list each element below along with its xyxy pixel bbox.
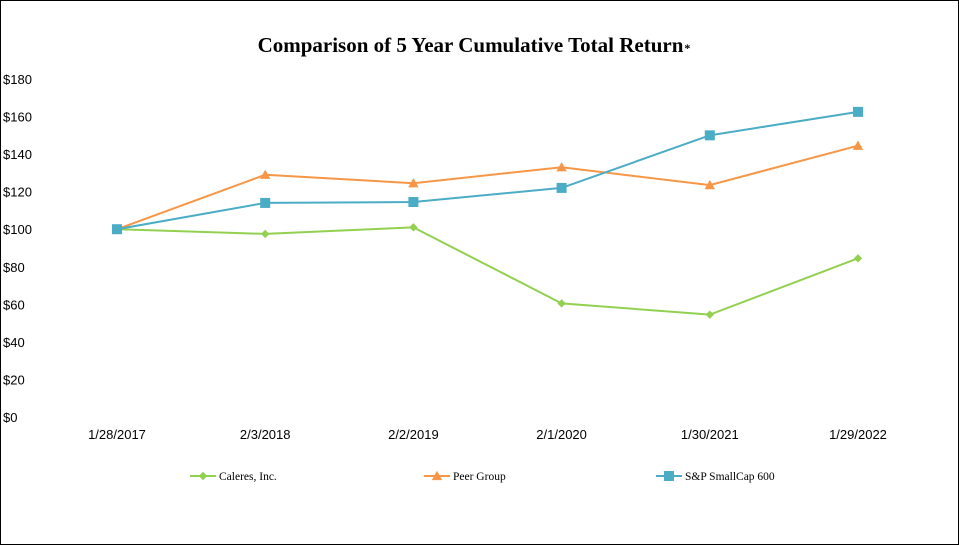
y-tick-label: $0	[3, 410, 17, 425]
diamond-marker	[705, 310, 714, 319]
x-tick-label: 1/29/2022	[829, 427, 887, 442]
y-tick-label: $160	[3, 110, 32, 125]
x-tick-label: 1/30/2021	[681, 427, 739, 442]
x-tick-label: 2/1/2020	[536, 427, 587, 442]
y-tick-label: $60	[3, 297, 25, 312]
legend: Caleres, Inc. Peer Group S&P SmallCap 600	[190, 470, 775, 483]
square-marker	[260, 197, 271, 208]
square-marker	[408, 196, 419, 207]
diamond-marker	[853, 254, 863, 263]
diamond-marker	[557, 299, 566, 308]
diamond-marker	[198, 471, 208, 481]
chart-title-text: Comparison of 5 Year Cumulative Total Re…	[258, 33, 684, 57]
chart-title: Comparison of 5 Year Cumulative Total Re…	[258, 33, 691, 57]
square-marker	[853, 106, 863, 117]
legend-item: Peer Group	[424, 470, 506, 483]
legend-label: S&P SmallCap 600	[685, 471, 775, 483]
y-tick-label: $100	[3, 222, 32, 237]
square-marker	[704, 130, 715, 141]
y-tick-label: $40	[3, 335, 25, 350]
legend-item: S&P SmallCap 600	[656, 471, 775, 483]
triangle-marker	[408, 178, 419, 188]
series-line	[116, 110, 859, 231]
y-tick-label: $20	[3, 372, 25, 387]
diamond-marker	[409, 223, 418, 232]
chart-title-mark: *	[684, 41, 690, 55]
y-tick-label: $180	[3, 72, 32, 87]
x-tick-label: 2/3/2018	[240, 427, 291, 442]
triangle-marker	[852, 140, 864, 150]
diamond-marker	[261, 229, 270, 239]
y-axis: $0 $20 $40 $60 $80 $100 $120 $140 $160 $180	[3, 72, 32, 425]
legend-label: Caleres, Inc.	[219, 471, 277, 483]
legend-item: Caleres, Inc.	[190, 471, 277, 483]
series-line	[116, 226, 859, 316]
x-axis: 1/28/2017 2/3/2018 2/2/2019 2/1/2020 1/30/20…	[88, 427, 887, 442]
square-marker	[556, 182, 567, 193]
legend-label: Peer Group	[453, 471, 506, 483]
square-marker	[664, 471, 674, 481]
y-tick-label: $140	[3, 147, 32, 162]
triangle-marker	[431, 470, 443, 481]
series-markers	[111, 106, 864, 319]
series-line	[116, 144, 859, 231]
triangle-marker	[556, 162, 567, 172]
y-tick-label: $80	[3, 260, 25, 275]
x-tick-label: 1/28/2017	[88, 427, 146, 442]
triangle-marker	[704, 179, 715, 190]
triangle-marker	[260, 169, 271, 179]
series-lines	[116, 110, 859, 316]
x-tick-label: 2/2/2019	[388, 427, 439, 442]
y-tick-label: $120	[3, 185, 32, 200]
square-marker	[112, 224, 122, 235]
